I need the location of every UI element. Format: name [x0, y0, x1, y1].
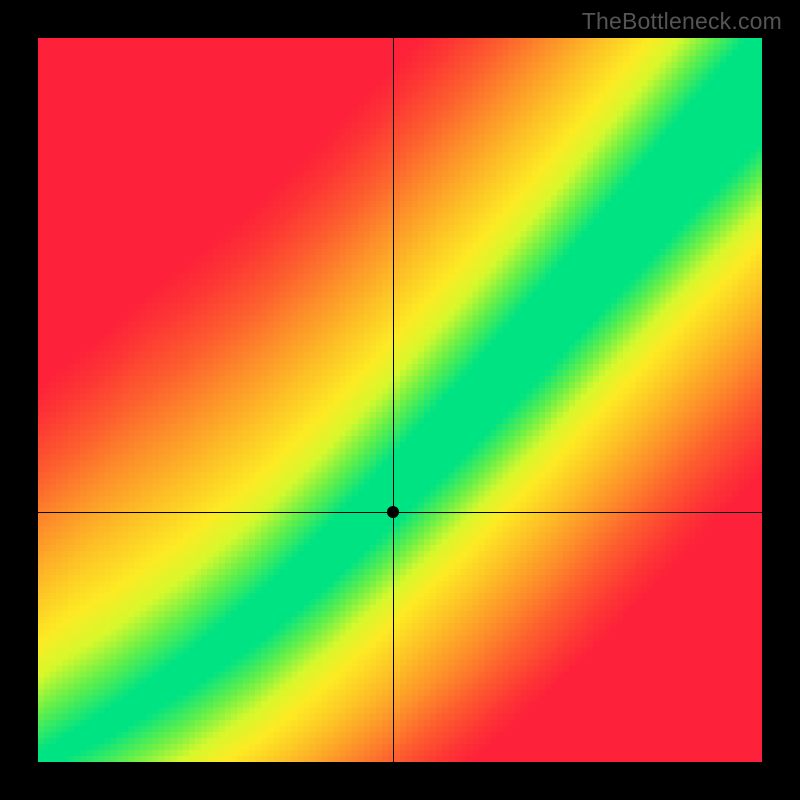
heatmap-canvas — [38, 38, 762, 762]
crosshair-horizontal — [38, 512, 762, 513]
crosshair-vertical — [393, 38, 394, 762]
crosshair-marker — [387, 506, 399, 518]
heatmap-plot — [38, 38, 762, 762]
watermark: TheBottleneck.com — [582, 8, 782, 35]
